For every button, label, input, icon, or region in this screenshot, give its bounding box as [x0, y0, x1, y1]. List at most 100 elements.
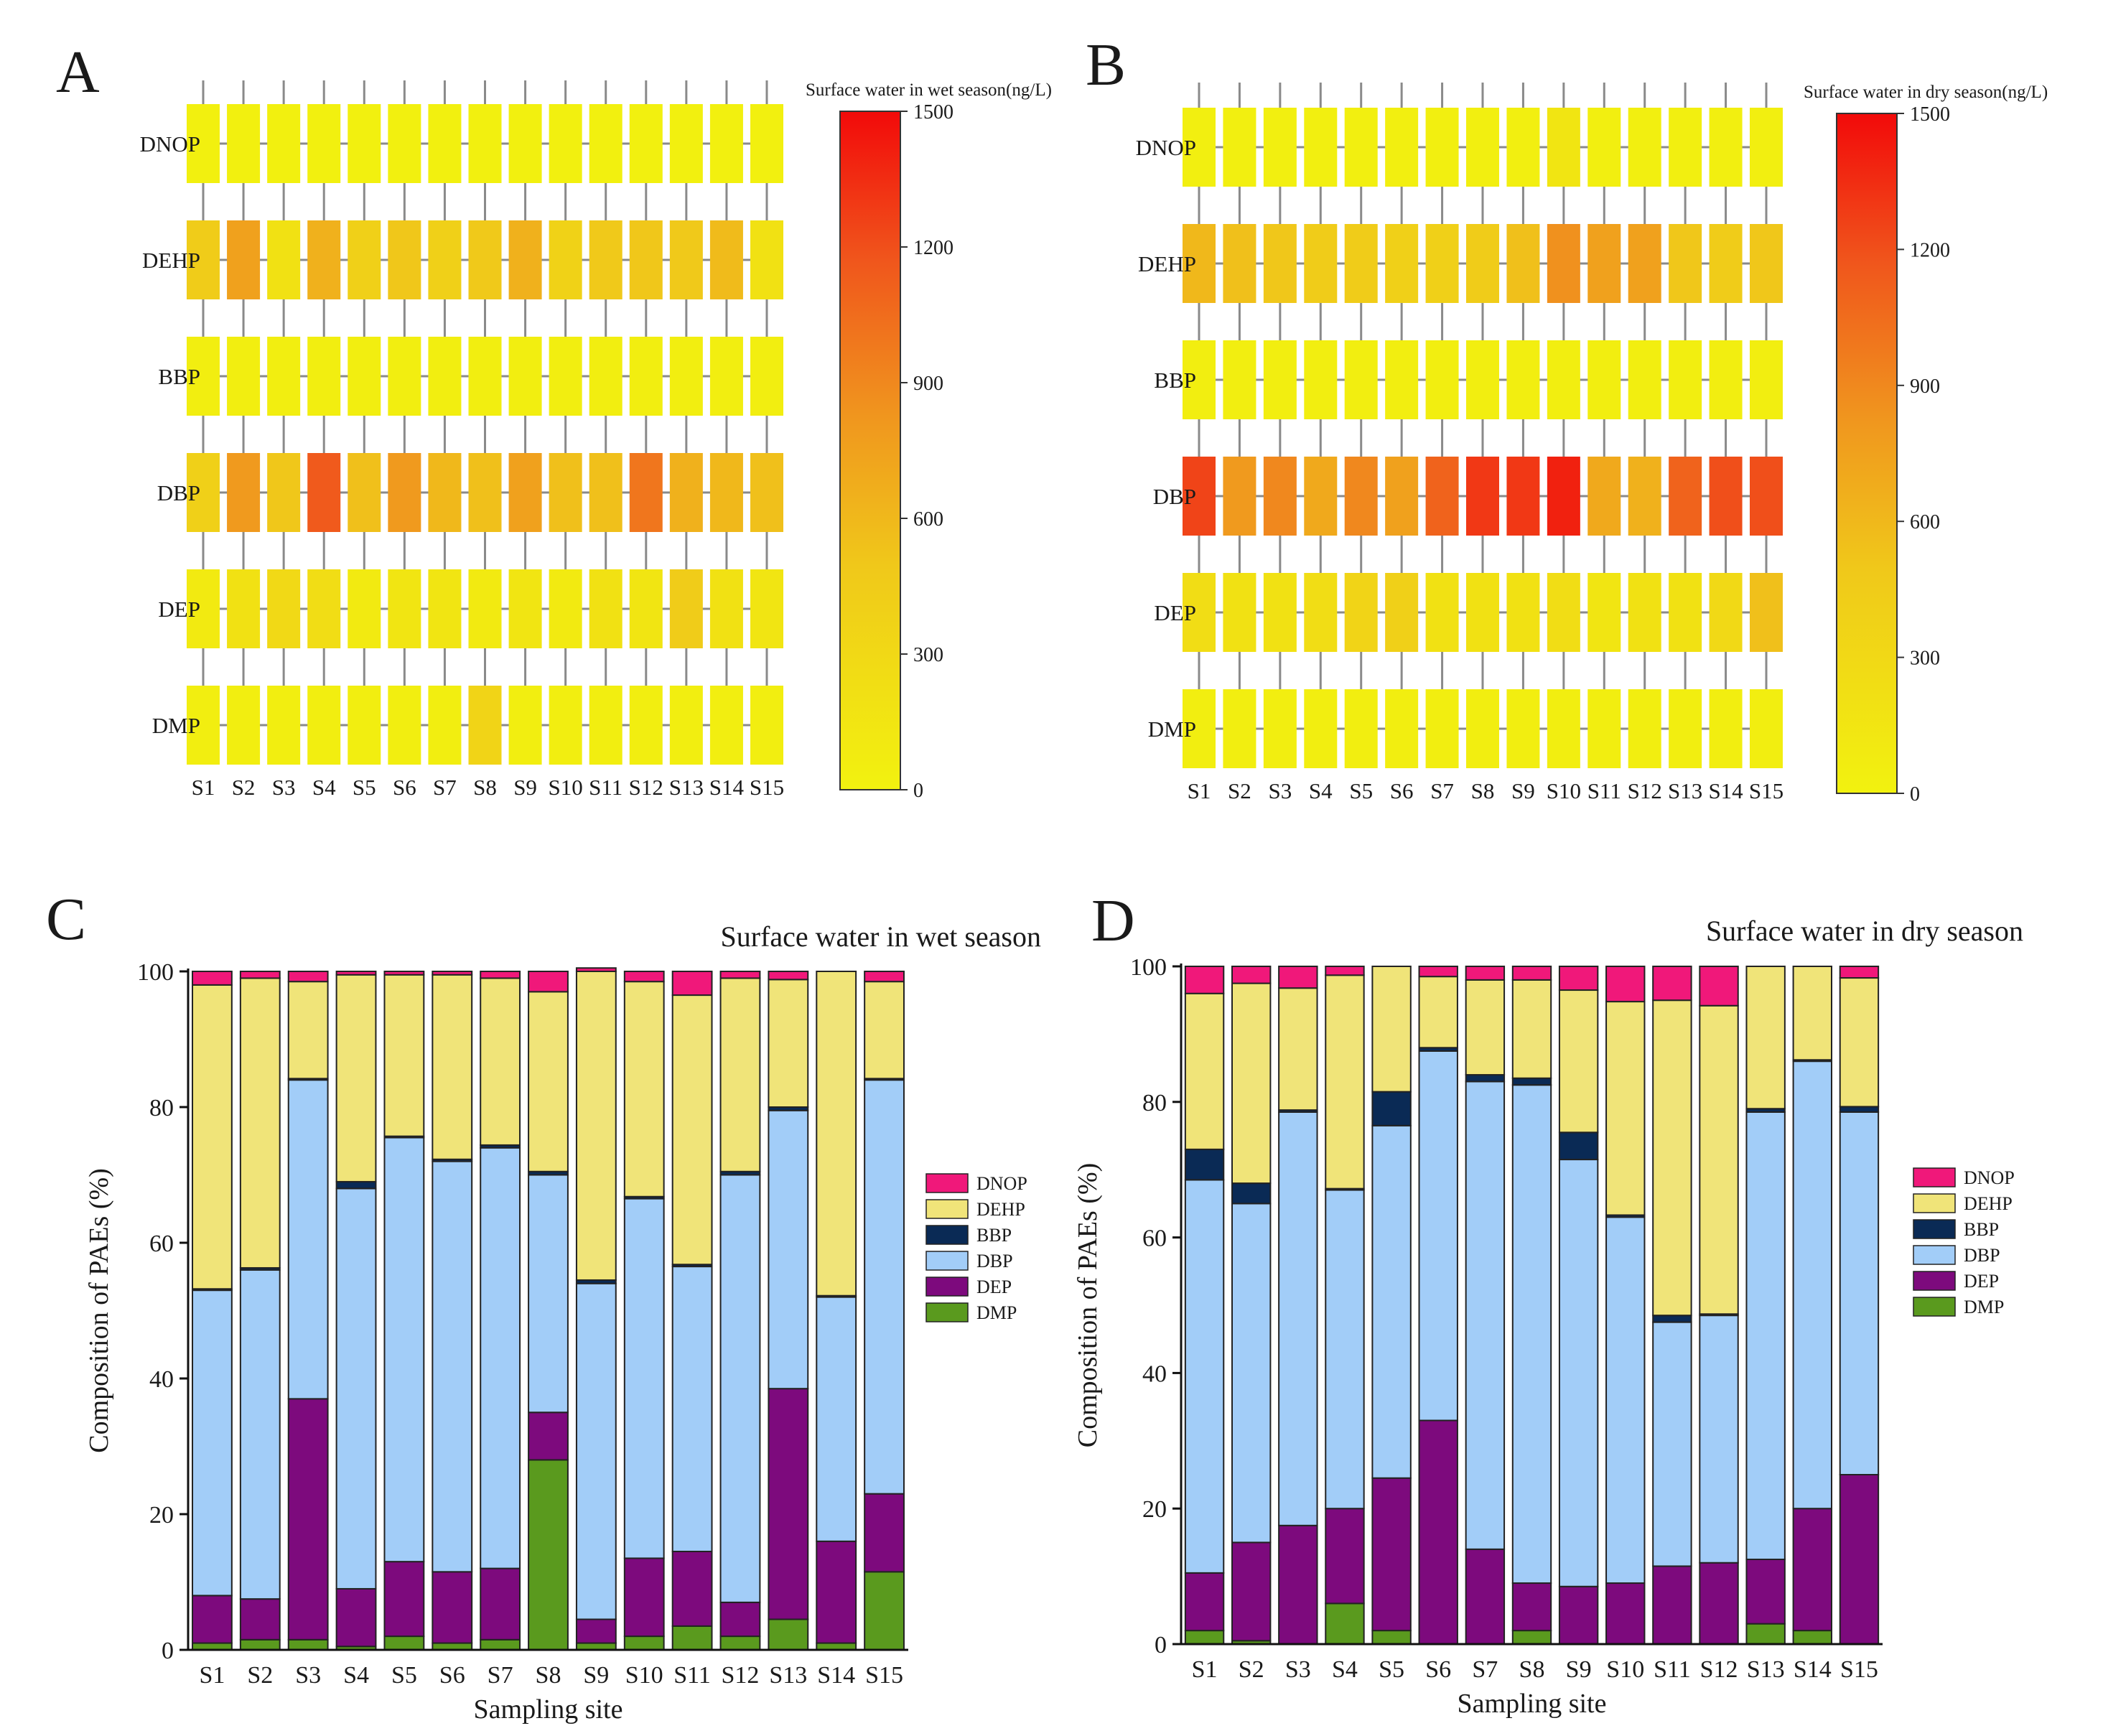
bar-segment-dehp [1325, 974, 1365, 1190]
bar-segment-dep [528, 1411, 569, 1461]
heatmap-cell [348, 686, 381, 765]
bar-segment-bbp [1558, 1131, 1599, 1161]
heatmap-cell [750, 337, 783, 416]
x-tick-label: S4 [343, 1662, 369, 1689]
bar-segment-dep [1418, 1419, 1458, 1645]
colorbar-tick-label: 1500 [1910, 103, 1950, 126]
heatmap-cell [227, 686, 261, 765]
heatmap-cell [1425, 224, 1459, 303]
colorbar-tick-label: 600 [913, 508, 943, 531]
heatmap-cell [669, 220, 703, 299]
bar-segment-dehp [1745, 966, 1786, 1110]
column-label: S9 [513, 775, 537, 800]
bar-segment-dmp [1792, 1630, 1833, 1646]
heatmap-cell [1385, 340, 1419, 419]
bar-segment-dnop [239, 971, 281, 979]
row-label: DEP [1154, 600, 1196, 625]
bar-segment-dmp [1371, 1630, 1412, 1646]
heatmap-cell [1223, 689, 1256, 768]
heatmap-cell [1628, 108, 1661, 187]
heatmap-cell [669, 104, 703, 183]
heatmap-cell [468, 569, 502, 648]
heatmap-cell [508, 569, 542, 648]
bar-segment-dnop [1325, 966, 1365, 976]
bar-segment-dbp [1745, 1111, 1786, 1560]
bar-segment-dehp [1839, 977, 1880, 1108]
heatmap-cell [388, 220, 421, 299]
bar-segment-dnop [864, 971, 905, 983]
bar-segment-dep [1745, 1559, 1786, 1625]
legend-swatch-dehp [1913, 1193, 1956, 1213]
row-label: DEHP [142, 248, 200, 273]
column-label: S12 [629, 775, 663, 800]
heatmap-cell [1385, 457, 1419, 536]
bar-segment-dep [1371, 1477, 1412, 1632]
heatmap-cell [1628, 689, 1661, 768]
panel-letter-a: A [56, 39, 100, 106]
bar-segment-dep [239, 1598, 281, 1641]
bar-segment-dbp [1418, 1050, 1458, 1422]
heatmap-cell [1385, 224, 1419, 303]
heatmap-cell [1547, 457, 1580, 536]
row-label: DNOP [1136, 135, 1196, 160]
bar-segment-dehp [1792, 966, 1833, 1061]
bar-segment-dep [1465, 1548, 1506, 1646]
heatmap-cell [1587, 457, 1621, 536]
heatmap-cell [1750, 340, 1783, 419]
heatmap-cell [1750, 457, 1783, 536]
heatmap-cell [1750, 689, 1783, 768]
heatmap-cell [549, 337, 582, 416]
column-label: S4 [312, 775, 336, 800]
x-tick-label: S6 [439, 1662, 465, 1689]
column-label: S14 [709, 775, 745, 800]
heatmap-cell [1344, 108, 1378, 187]
bar-segment-dehp [864, 981, 905, 1080]
panel-letter-d: D [1091, 887, 1135, 954]
heatmap-cell [187, 104, 220, 183]
bar-segment-dehp [1371, 966, 1412, 1093]
heatmap-cell [1385, 573, 1419, 652]
bar-segment-dehp [575, 971, 617, 1281]
bar-segment-dmp [768, 1618, 809, 1651]
heatmap-cell [1587, 108, 1621, 187]
bar-segment-bbp [1652, 1315, 1692, 1323]
bar-segment-dnop [383, 971, 425, 976]
row-label: BBP [1154, 368, 1196, 393]
column-label: S1 [1188, 778, 1211, 803]
bar-segment-dep [1325, 1508, 1365, 1605]
heatmap-cell [227, 337, 261, 416]
legend-label-dnop: DNOP [1964, 1167, 2015, 1188]
heatmap-cell [1506, 108, 1540, 187]
heatmap-cell [187, 686, 220, 765]
legend-swatch-bbp [925, 1225, 969, 1245]
heatmap-cell [709, 686, 743, 765]
heatmap-cell [589, 104, 622, 183]
heatmap-cell [1425, 689, 1459, 768]
heatmap-cell [267, 104, 301, 183]
bar-segment-dmp [383, 1635, 425, 1651]
bar-segment-dmp [671, 1625, 713, 1651]
heatmap-cell [1709, 573, 1743, 652]
bar-segment-dehp [335, 974, 377, 1182]
bar-segment-dnop [768, 971, 809, 981]
heatmap-cell [227, 453, 261, 532]
heatmap-cell [549, 686, 582, 765]
heatmap-cell [1669, 573, 1702, 652]
heatmap-cell [589, 686, 622, 765]
x-axis-title: Sampling site [1458, 1689, 1607, 1719]
colorbar-tick-label: 1200 [1910, 239, 1950, 261]
row-label: DMP [1148, 717, 1196, 742]
heatmap-cell [1587, 689, 1621, 768]
x-tick-label: S7 [488, 1662, 513, 1689]
bar-segment-dehp [1278, 987, 1318, 1111]
bar-segment-dep [816, 1540, 857, 1644]
heatmap-cell [750, 686, 783, 765]
heatmap-cell [1466, 689, 1499, 768]
heatmap-cell [348, 337, 381, 416]
colorbar-tick-label: 0 [913, 780, 923, 802]
y-tick-label: 100 [1130, 954, 1167, 981]
heatmap-cell [1750, 224, 1783, 303]
heatmap-cell [388, 686, 421, 765]
bar-segment-dbp [1558, 1159, 1599, 1587]
heatmap-cell [589, 453, 622, 532]
